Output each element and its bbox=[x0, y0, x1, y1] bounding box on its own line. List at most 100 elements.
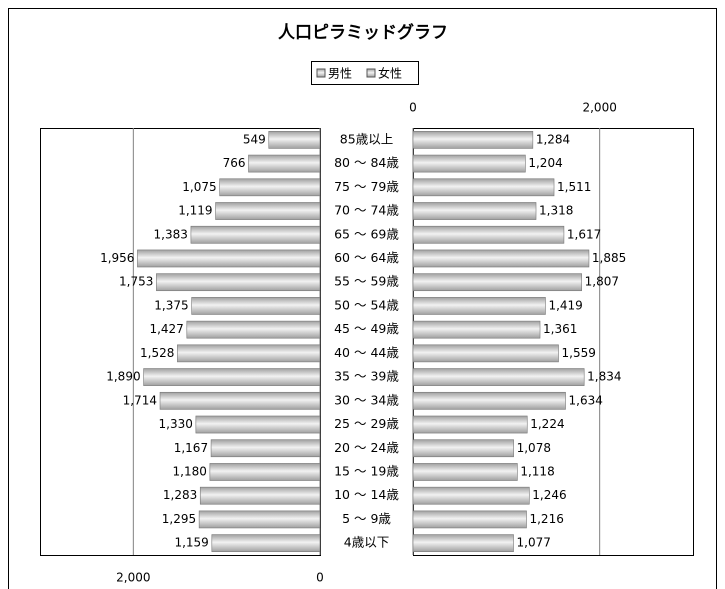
category-label: 55 ～ 59歳 bbox=[334, 274, 399, 289]
category-label: 60 ～ 64歳 bbox=[334, 250, 399, 265]
data-label: 1,180 bbox=[173, 464, 207, 478]
category-label: 85歳以上 bbox=[340, 131, 393, 146]
bar bbox=[209, 463, 321, 481]
category-label: 65 ～ 69歳 bbox=[334, 226, 399, 241]
legend-label: 男性 bbox=[328, 67, 352, 81]
bar bbox=[412, 510, 527, 529]
data-label: 1,383 bbox=[154, 227, 188, 241]
data-label: 1,330 bbox=[159, 417, 193, 431]
category-label: 70 ～ 74歳 bbox=[334, 203, 399, 218]
data-label: 1,361 bbox=[543, 322, 577, 336]
category-label: 80 ～ 84歳 bbox=[334, 155, 399, 170]
category-label: 25 ～ 29歳 bbox=[334, 416, 399, 431]
data-label: 1,295 bbox=[162, 512, 196, 526]
bar bbox=[195, 415, 321, 434]
bar bbox=[143, 368, 321, 386]
bar bbox=[412, 178, 555, 197]
data-label: 1,119 bbox=[178, 204, 212, 218]
bar bbox=[211, 534, 321, 552]
bar bbox=[412, 415, 528, 434]
bar bbox=[412, 391, 566, 410]
bar bbox=[199, 486, 321, 505]
category-label: 5 ～ 9歳 bbox=[342, 511, 391, 526]
data-label: 766 bbox=[223, 156, 246, 170]
data-label: 1,617 bbox=[567, 227, 601, 241]
data-label: 1,834 bbox=[587, 370, 621, 384]
chart-title: 人口ピラミッドグラフ bbox=[278, 22, 448, 43]
category-label: 40 ～ 44歳 bbox=[334, 345, 399, 360]
category-label: 75 ～ 79歳 bbox=[334, 179, 399, 194]
data-label: 1,078 bbox=[517, 441, 551, 455]
legend-box bbox=[311, 61, 419, 85]
bar bbox=[412, 320, 541, 339]
data-label: 1,375 bbox=[154, 298, 188, 312]
category-label: 50 ～ 54歳 bbox=[334, 297, 399, 312]
bar bbox=[210, 439, 321, 458]
data-label: 1,318 bbox=[539, 204, 573, 218]
data-label: 1,419 bbox=[548, 298, 582, 312]
data-label: 1,167 bbox=[174, 441, 208, 455]
bar bbox=[219, 178, 321, 197]
data-label: 1,885 bbox=[592, 251, 626, 265]
bar bbox=[412, 249, 590, 268]
bar bbox=[412, 131, 534, 149]
bar bbox=[412, 486, 530, 505]
x-tick-label: 0 bbox=[316, 571, 324, 585]
bar bbox=[198, 510, 321, 529]
data-label: 1,075 bbox=[182, 180, 216, 194]
data-label: 1,890 bbox=[106, 370, 140, 384]
data-label: 1,807 bbox=[585, 275, 619, 289]
category-label: 45 ～ 49歳 bbox=[334, 321, 399, 336]
category-label: 15 ～ 19歳 bbox=[334, 463, 399, 478]
bar bbox=[215, 202, 321, 220]
data-label: 549 bbox=[243, 132, 266, 146]
bar bbox=[186, 320, 321, 339]
x2-tick-label: 2,000 bbox=[582, 101, 616, 115]
legend-marker bbox=[316, 68, 326, 78]
data-label: 1,246 bbox=[532, 488, 566, 502]
bar bbox=[412, 202, 537, 220]
bar bbox=[412, 368, 585, 386]
data-label: 1,714 bbox=[123, 393, 157, 407]
data-label: 1,224 bbox=[530, 417, 564, 431]
bar bbox=[412, 439, 514, 458]
bar bbox=[412, 273, 582, 292]
bar bbox=[412, 154, 526, 173]
category-label: 30 ～ 34歳 bbox=[334, 392, 399, 407]
data-label: 1,216 bbox=[529, 512, 563, 526]
data-label: 1,634 bbox=[569, 393, 603, 407]
bar bbox=[159, 391, 321, 410]
category-label: 4歳以下 bbox=[344, 535, 389, 550]
data-label: 1,159 bbox=[174, 536, 208, 550]
bar bbox=[412, 534, 514, 552]
x2-tick-label: 0 bbox=[409, 101, 417, 115]
data-label: 1,753 bbox=[119, 275, 153, 289]
data-label: 1,427 bbox=[149, 322, 183, 336]
data-label: 1,511 bbox=[557, 180, 591, 194]
bar bbox=[191, 297, 321, 315]
bar bbox=[156, 273, 321, 292]
data-label: 1,283 bbox=[163, 488, 197, 502]
bar bbox=[190, 225, 321, 244]
data-label: 1,559 bbox=[562, 346, 596, 360]
category-label: 20 ～ 24歳 bbox=[334, 440, 399, 455]
legend-label: 女性 bbox=[378, 66, 402, 81]
chart-frame bbox=[8, 8, 717, 589]
bar bbox=[412, 297, 546, 315]
bar bbox=[177, 344, 321, 363]
legend-marker bbox=[366, 68, 376, 78]
bar bbox=[412, 344, 559, 363]
data-label: 1,284 bbox=[536, 132, 570, 146]
data-label: 1,077 bbox=[517, 536, 551, 550]
data-label: 1,956 bbox=[100, 251, 134, 265]
bar bbox=[412, 225, 565, 244]
data-label: 1,528 bbox=[140, 346, 174, 360]
data-label: 1,204 bbox=[528, 156, 562, 170]
bar bbox=[412, 463, 518, 481]
category-label: 10 ～ 14歳 bbox=[334, 487, 399, 502]
x-tick-label: 2,000 bbox=[116, 571, 150, 585]
data-label: 1,118 bbox=[520, 464, 554, 478]
bar bbox=[268, 131, 321, 149]
